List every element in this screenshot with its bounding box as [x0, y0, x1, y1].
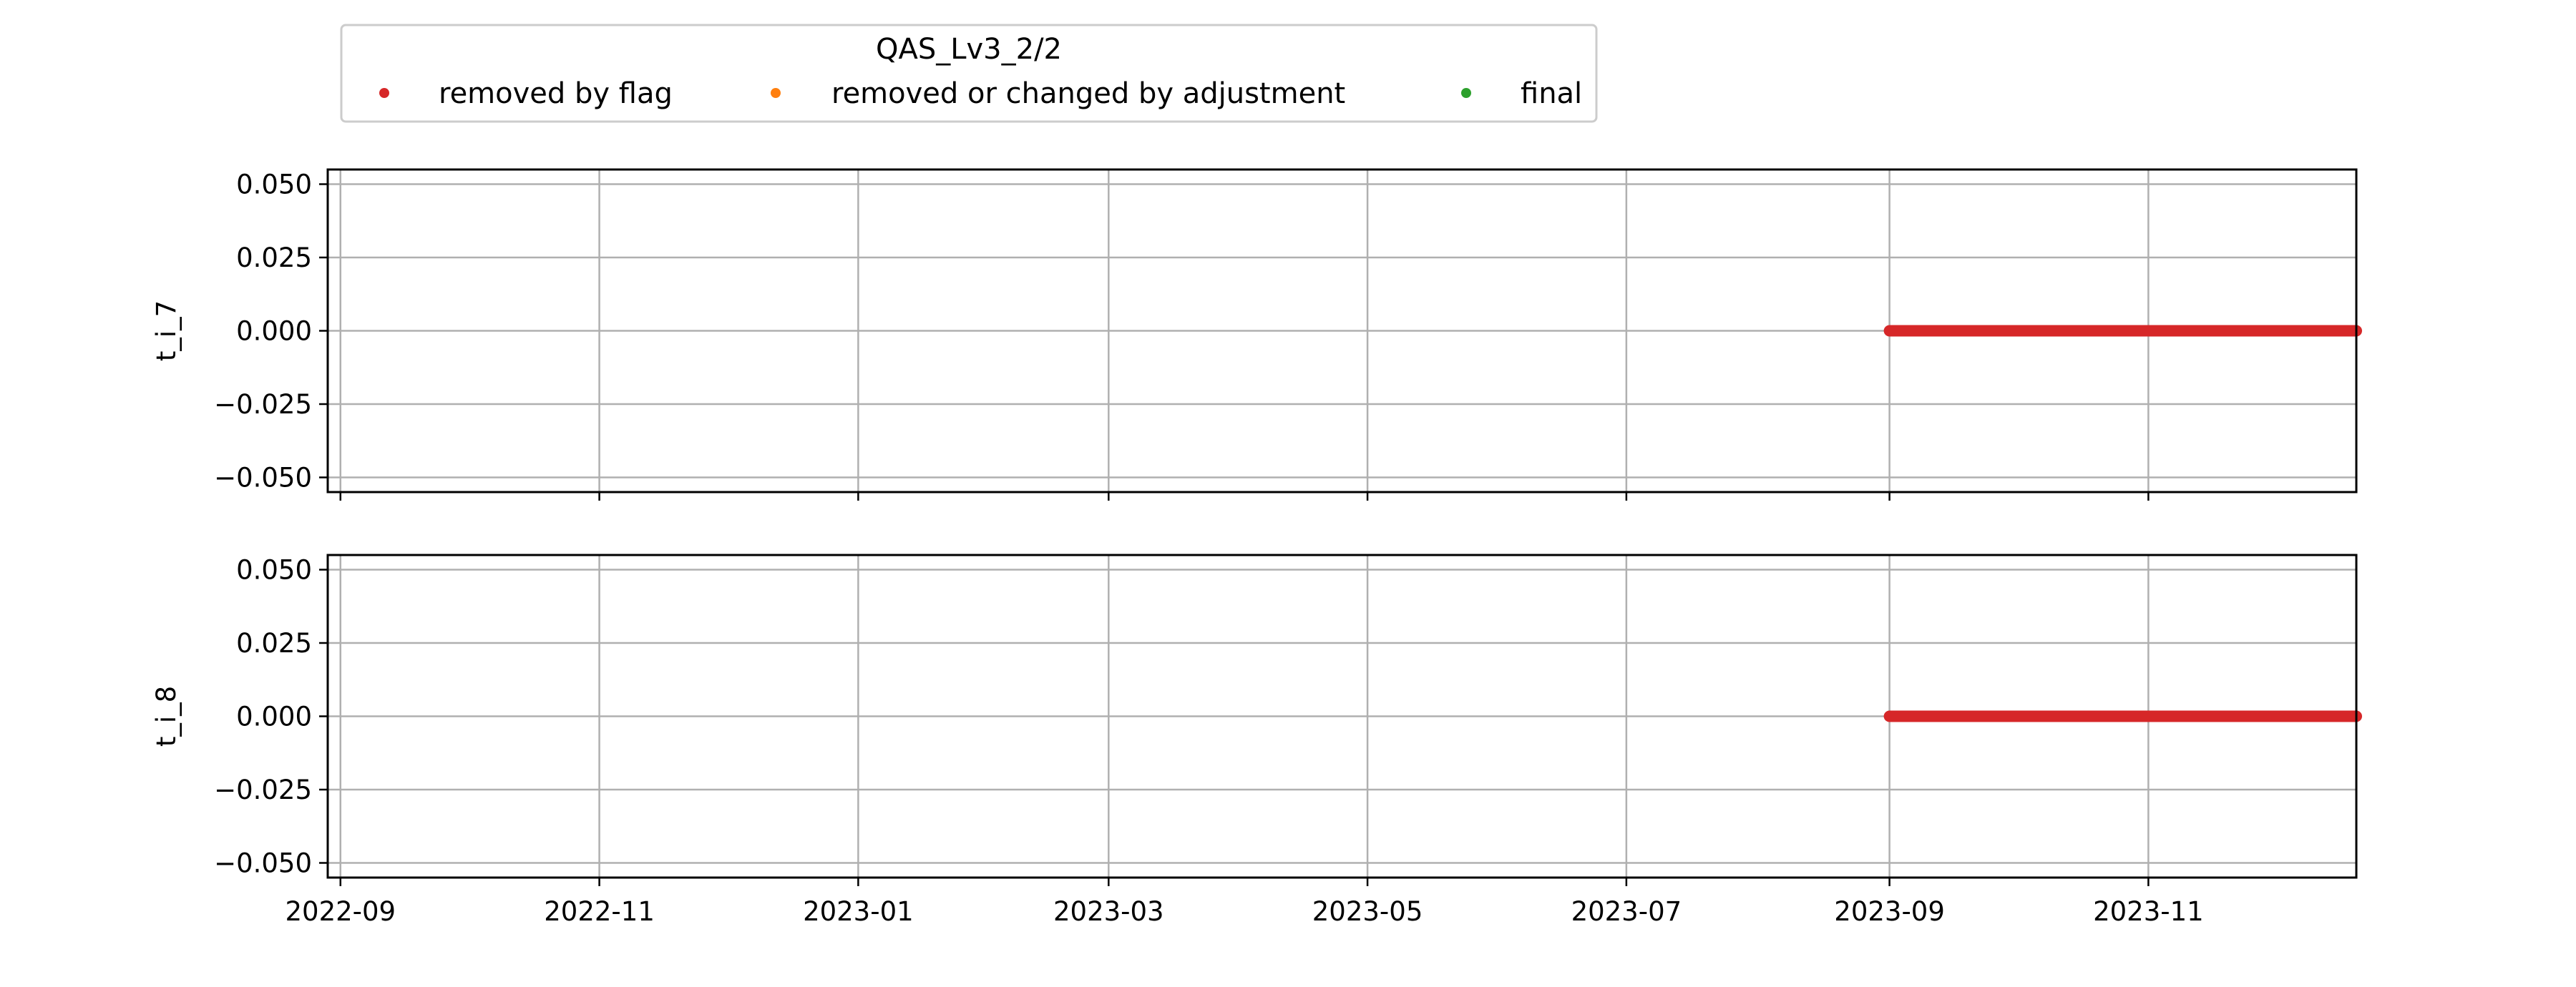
legend-label-removed-by-flag: removed by flag	[439, 77, 673, 110]
legend-frame	[340, 24, 1598, 123]
y-axis-label: t_i_8	[151, 686, 182, 747]
legend-marker-final	[1461, 88, 1471, 98]
legend-label-final: final	[1521, 77, 1582, 110]
y-tick-label: −0.025	[214, 775, 312, 805]
axes-frame	[326, 554, 2358, 879]
x-tick-label: 2023-03	[1053, 896, 1164, 927]
x-tick-label: 2023-11	[2093, 896, 2204, 927]
y-tick-label: −0.050	[214, 463, 312, 494]
y-tick-label: 0.050	[236, 555, 312, 586]
y-tick-label: 0.025	[236, 242, 312, 273]
x-tick-label: 2023-09	[1834, 896, 1945, 927]
x-tick-label: 2023-01	[803, 896, 914, 927]
x-tick-label: 2023-05	[1312, 896, 1423, 927]
y-tick-label: −0.025	[214, 389, 312, 420]
legend: QAS_Lv3_2/2 removed by flag removed or c…	[340, 24, 1598, 123]
x-tick-label: 2023-07	[1571, 896, 1682, 927]
y-tick-label: 0.050	[236, 170, 312, 200]
legend-marker-removed-by-flag	[379, 88, 389, 98]
x-tick-label: 2022-09	[285, 896, 396, 927]
legend-marker-removed-or-changed	[771, 88, 781, 98]
x-tick-label: 2022-11	[544, 896, 655, 927]
y-tick-label: −0.050	[214, 848, 312, 879]
legend-label-removed-or-changed: removed or changed by adjustment	[831, 77, 1345, 110]
panel-t_i_8: 2022-09 2022-11 2023-01 2023-03 2023-05 2023-…	[151, 554, 2362, 927]
legend-title: QAS_Lv3_2/2	[876, 33, 1062, 66]
y-tick-label: 0.000	[236, 316, 312, 347]
y-tick-label: 0.000	[236, 702, 312, 732]
panel-t_i_7: 0.050 0.025 0.000 −0.025 −0.050 t_i_7	[151, 168, 2362, 501]
y-axis-label: t_i_7	[151, 300, 182, 361]
axes-frame	[326, 168, 2358, 494]
y-tick-label: 0.025	[236, 628, 312, 659]
